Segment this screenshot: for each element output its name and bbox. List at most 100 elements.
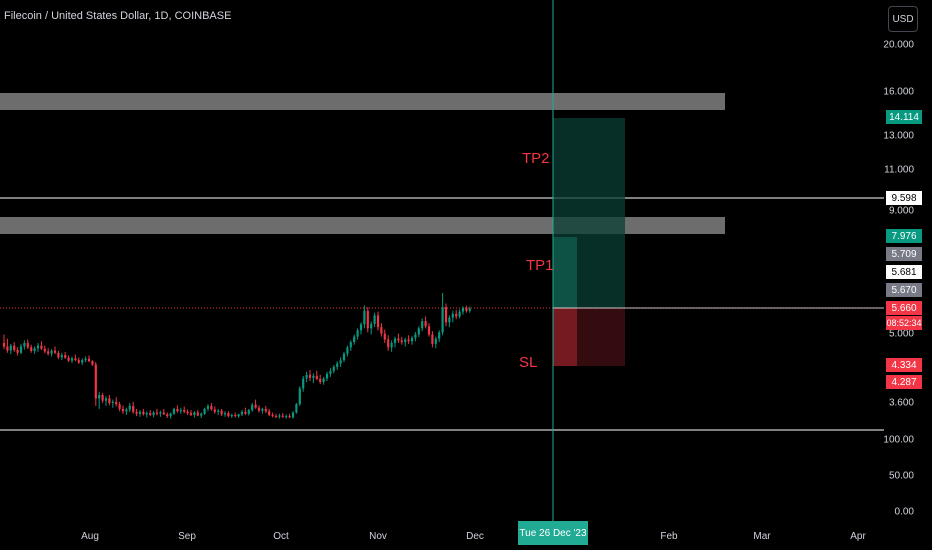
candle-body: [319, 378, 322, 383]
candle-body: [332, 366, 335, 371]
candle-body: [431, 334, 434, 344]
candle-body: [223, 413, 227, 415]
candle-body: [84, 358, 87, 361]
tp1-label: TP1: [526, 257, 554, 274]
x-tick-label: Mar: [753, 531, 771, 542]
candle-body: [108, 398, 111, 403]
candle-body: [387, 339, 390, 348]
candle-body: [465, 307, 468, 311]
y-tick-label: 9.000: [888, 205, 914, 217]
candle-body: [373, 315, 376, 324]
candle-body: [240, 411, 244, 415]
candle-body: [132, 405, 135, 412]
price-badge-sl-a: 4.334: [886, 358, 922, 372]
candle-body: [57, 352, 60, 358]
candle-body: [77, 360, 80, 363]
candle-body: [305, 374, 308, 379]
candle-body: [468, 308, 471, 311]
candle-body: [206, 405, 210, 409]
candle-body: [104, 398, 108, 401]
price-badge-level-b: 5.681: [886, 265, 922, 279]
tp2-label: TP2: [522, 150, 550, 167]
candle-body: [346, 347, 349, 354]
candle-body: [274, 416, 278, 418]
resistance-zone-upper: [0, 93, 725, 110]
candle-body: [74, 358, 77, 361]
candle-body: [414, 334, 417, 338]
candle-body: [30, 347, 33, 351]
candle-body: [278, 415, 281, 417]
candle-body: [264, 408, 267, 412]
price-badge-sl-b: 4.287: [886, 375, 922, 389]
candle-body: [135, 411, 138, 414]
candle-body: [67, 357, 70, 361]
current-price-badge: 5.660: [886, 301, 922, 315]
candle-body: [329, 370, 332, 374]
candle-body: [322, 378, 325, 383]
stop-zone: [553, 308, 625, 366]
countdown-badge: 08:52:34: [886, 316, 922, 330]
candle-body: [23, 342, 26, 347]
candle-body: [50, 350, 53, 354]
candle-body: [101, 395, 104, 401]
candle-body: [254, 404, 257, 408]
candle-body: [121, 408, 125, 412]
currency-button[interactable]: USD: [888, 6, 918, 32]
candle-body: [271, 414, 274, 417]
candle-body: [342, 353, 346, 361]
candle-body: [393, 338, 397, 343]
candle-body: [138, 411, 142, 414]
candle-body: [366, 310, 369, 329]
x-tick-label: Apr: [850, 531, 866, 542]
candle-body: [217, 410, 220, 412]
candle-body: [179, 410, 182, 412]
y-tick-label: 20.000: [883, 39, 914, 51]
candle-body: [417, 328, 420, 335]
candle-body: [2, 342, 6, 347]
candle-body: [189, 413, 193, 415]
candle-body: [6, 346, 9, 351]
candle-body: [152, 412, 155, 415]
candle-body: [244, 411, 247, 414]
candle-body: [60, 355, 63, 358]
candle-body: [227, 413, 230, 417]
candle-body: [438, 332, 441, 339]
candle-body: [298, 388, 301, 405]
candle-body: [70, 358, 74, 361]
candle-body: [176, 408, 179, 412]
candle-body: [448, 317, 451, 323]
candle-body: [16, 350, 19, 353]
candle-body: [363, 310, 366, 325]
price-badge-tp2: 14.114: [886, 110, 922, 124]
stop-zone-near: [553, 308, 577, 366]
candle-body: [312, 375, 315, 378]
candle-body: [94, 364, 97, 399]
price-badge-level-c: 5.670: [886, 283, 922, 297]
candle-body: [183, 410, 186, 412]
candle-body: [441, 307, 444, 333]
y-tick-label: 16.000: [883, 86, 914, 98]
candle-body: [81, 360, 84, 363]
candle-body: [390, 342, 393, 348]
candle-body: [315, 375, 318, 379]
candle-body: [458, 311, 461, 317]
candle-body: [213, 409, 216, 412]
candle-body: [91, 361, 94, 365]
candle-body: [455, 313, 458, 317]
candle-body: [186, 411, 189, 414]
candle-body: [234, 414, 237, 417]
candle-body: [268, 411, 271, 415]
price-badge-level-a: 5.709: [886, 247, 922, 261]
symbol-title: Filecoin / United States Dollar, 1D, COI…: [4, 10, 232, 22]
candle-body: [451, 313, 454, 318]
price-badge-line: 9.598: [886, 191, 922, 205]
candle-body: [220, 410, 223, 415]
crosshair-date-badge: Tue 26 Dec '23: [518, 521, 588, 545]
candle-body: [339, 360, 342, 364]
y-tick-label: 100.00: [883, 434, 914, 446]
candle-body: [162, 412, 165, 415]
candle-body: [118, 404, 121, 409]
candle-body: [115, 401, 118, 405]
candle-body: [308, 374, 312, 378]
